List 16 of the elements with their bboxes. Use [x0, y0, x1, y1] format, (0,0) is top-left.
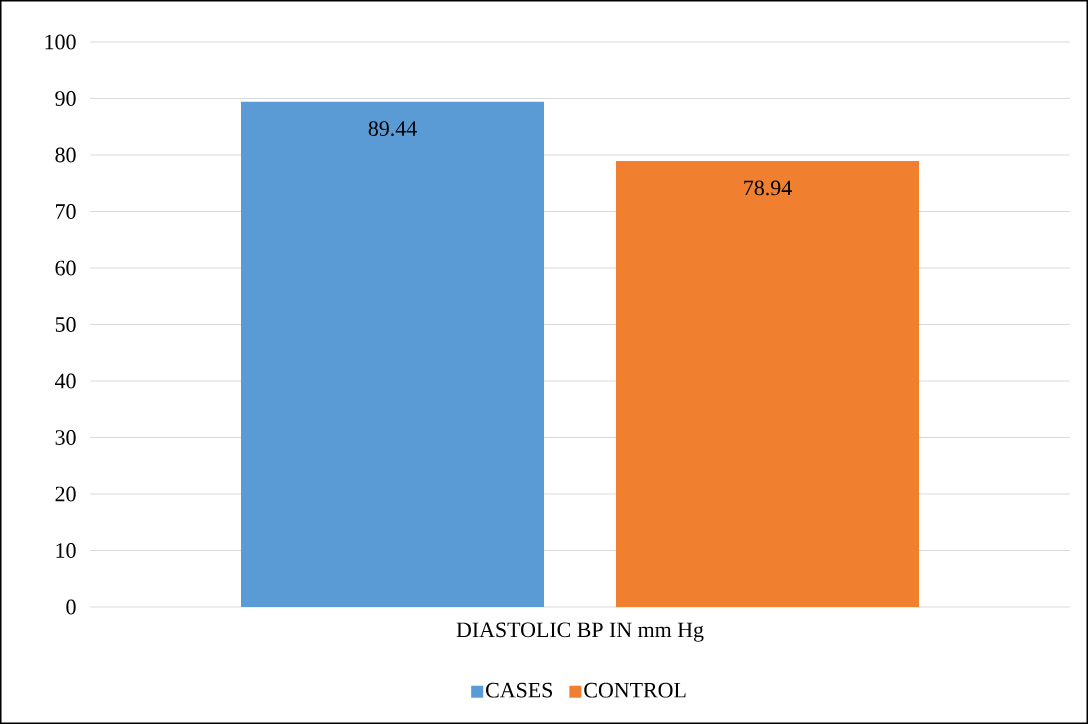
y-tick-label: 40	[55, 373, 76, 389]
y-tick-label: 100	[45, 34, 76, 50]
y-tick-label: 20	[55, 486, 76, 502]
y-tick-label: 0	[66, 599, 76, 615]
data-label: 78.94	[744, 180, 792, 196]
y-tick-label: 70	[56, 204, 76, 219]
y-tick-label: 50	[55, 317, 76, 332]
x-tick-label: DIASTOLIC BP IN mm Hg	[456, 622, 704, 642]
legend-label: CASES	[486, 682, 553, 698]
data-label: 89.44	[368, 121, 417, 137]
y-tick-label: 90	[55, 91, 76, 106]
y-tick-label: 60	[55, 260, 76, 276]
y-tick-label: 30	[55, 430, 76, 445]
y-tick-label: 10	[56, 543, 76, 558]
legend-label: CONTROL	[584, 682, 686, 698]
y-tick-label: 80	[55, 147, 76, 163]
